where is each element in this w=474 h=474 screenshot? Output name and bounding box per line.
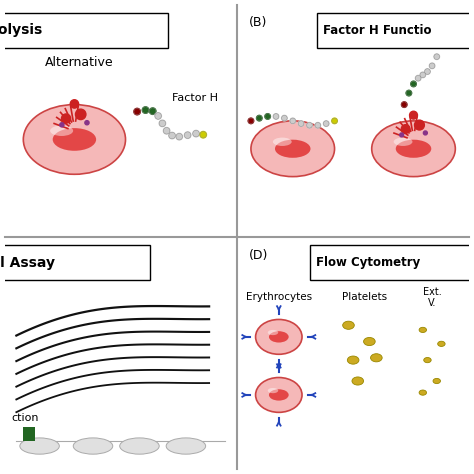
Circle shape: [256, 115, 262, 121]
Ellipse shape: [23, 105, 126, 174]
Circle shape: [307, 122, 312, 128]
Circle shape: [169, 132, 175, 139]
Text: (B): (B): [248, 17, 267, 29]
Ellipse shape: [419, 328, 427, 332]
Ellipse shape: [438, 341, 445, 346]
Circle shape: [315, 122, 320, 128]
Ellipse shape: [251, 121, 335, 177]
Ellipse shape: [419, 390, 427, 395]
Ellipse shape: [343, 321, 354, 329]
Ellipse shape: [255, 377, 302, 412]
Circle shape: [423, 131, 428, 135]
Circle shape: [401, 102, 407, 108]
Text: Platelets: Platelets: [342, 292, 387, 302]
Circle shape: [282, 115, 287, 121]
Ellipse shape: [347, 356, 359, 364]
Ellipse shape: [268, 388, 278, 393]
Circle shape: [415, 75, 421, 81]
Circle shape: [323, 121, 329, 127]
Circle shape: [414, 120, 424, 130]
Circle shape: [434, 54, 439, 59]
Circle shape: [400, 133, 404, 137]
Ellipse shape: [372, 121, 456, 177]
Text: emolysis: emolysis: [0, 23, 43, 37]
FancyBboxPatch shape: [317, 13, 470, 48]
Circle shape: [429, 63, 435, 69]
Text: Factor H: Factor H: [172, 92, 218, 103]
Circle shape: [60, 123, 64, 127]
FancyBboxPatch shape: [0, 13, 168, 48]
Circle shape: [410, 111, 418, 119]
Circle shape: [448, 22, 454, 27]
Text: (D): (D): [248, 248, 268, 262]
Ellipse shape: [424, 357, 431, 363]
Circle shape: [290, 118, 295, 124]
Ellipse shape: [255, 319, 302, 354]
Circle shape: [75, 109, 86, 119]
Ellipse shape: [433, 378, 440, 383]
Circle shape: [164, 128, 170, 134]
Circle shape: [248, 118, 254, 124]
Circle shape: [149, 108, 156, 114]
Circle shape: [265, 114, 271, 119]
Circle shape: [85, 121, 89, 125]
FancyBboxPatch shape: [0, 245, 150, 280]
Ellipse shape: [120, 438, 159, 454]
Circle shape: [332, 118, 337, 124]
Circle shape: [155, 113, 162, 119]
Circle shape: [443, 31, 449, 36]
FancyBboxPatch shape: [310, 245, 470, 280]
Circle shape: [184, 132, 191, 138]
Text: Flow Cytometry: Flow Cytometry: [316, 256, 420, 269]
Circle shape: [406, 90, 411, 96]
Text: ell Assay: ell Assay: [0, 255, 55, 270]
Ellipse shape: [371, 354, 382, 362]
Ellipse shape: [352, 377, 364, 385]
Ellipse shape: [364, 337, 375, 346]
Ellipse shape: [53, 128, 96, 151]
Circle shape: [70, 100, 79, 108]
Ellipse shape: [394, 137, 412, 146]
Circle shape: [159, 120, 165, 127]
Circle shape: [420, 72, 426, 78]
Circle shape: [438, 42, 444, 48]
Ellipse shape: [396, 140, 431, 158]
Ellipse shape: [275, 140, 310, 158]
Text: Factor H Functio: Factor H Functio: [323, 24, 431, 37]
Ellipse shape: [268, 330, 278, 335]
Circle shape: [176, 133, 182, 140]
Circle shape: [142, 107, 149, 113]
Circle shape: [298, 121, 304, 127]
Ellipse shape: [273, 137, 292, 146]
Circle shape: [425, 69, 430, 74]
Ellipse shape: [269, 389, 289, 401]
Circle shape: [273, 114, 279, 119]
Circle shape: [200, 131, 207, 138]
Ellipse shape: [166, 438, 206, 454]
Ellipse shape: [269, 331, 289, 343]
Circle shape: [401, 125, 410, 133]
Text: ction: ction: [12, 413, 39, 423]
Circle shape: [134, 109, 140, 115]
Text: Ext.
V.: Ext. V.: [423, 287, 441, 308]
Bar: [23, 428, 35, 441]
Circle shape: [411, 81, 416, 87]
Circle shape: [62, 114, 71, 123]
Ellipse shape: [20, 438, 59, 454]
Circle shape: [193, 130, 199, 137]
Ellipse shape: [73, 438, 113, 454]
Text: Alternative: Alternative: [45, 56, 113, 69]
Text: Erythrocytes: Erythrocytes: [246, 292, 312, 302]
Ellipse shape: [50, 126, 73, 136]
